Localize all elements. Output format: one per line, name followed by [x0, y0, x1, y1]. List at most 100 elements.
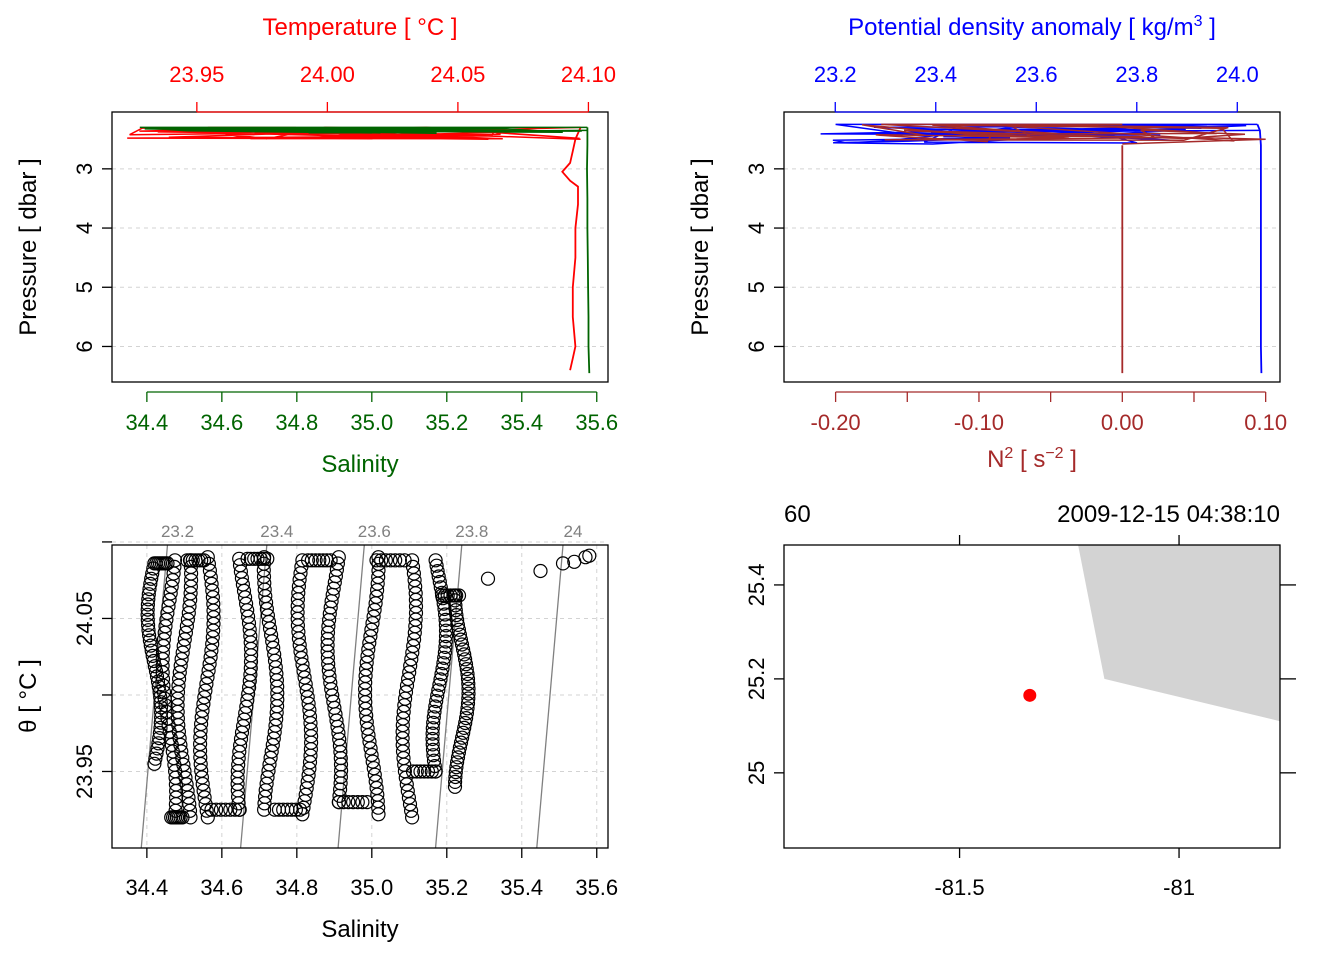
isopycnal-label: 24: [564, 522, 583, 541]
plot-frame: [111, 544, 609, 849]
data-point: [388, 553, 403, 568]
data-point: [429, 693, 444, 709]
y-axis-tick-label: 5: [72, 281, 97, 293]
data-point: [330, 556, 345, 571]
data-point: [480, 571, 496, 586]
land-polygon: [1078, 545, 1280, 722]
data-point: [427, 758, 442, 774]
panel1-bottom-axis-title: Salinity: [321, 451, 398, 478]
data-point: [143, 576, 158, 592]
panel-station-map: -81.5 -81 25 25.2 25.4: [744, 535, 1296, 900]
data-point: [257, 550, 272, 565]
panel2-bottom-axis-title: N2 [ s−2 ]: [987, 445, 1077, 473]
data-point: [209, 802, 224, 817]
data-point: [449, 760, 464, 775]
data-point: [426, 710, 441, 725]
top-axis-tick-label: 24.10: [561, 62, 616, 87]
data-point: [425, 721, 440, 736]
data-point: [304, 553, 319, 568]
bottom-axis-tick-label: 34.8: [275, 410, 318, 435]
data-point: [378, 553, 393, 568]
panel2-y-axis-title: Pressure [ dbar ]: [687, 158, 714, 335]
data-point: [450, 617, 465, 633]
data-point: [448, 764, 463, 780]
data-point: [232, 551, 247, 566]
data-point: [428, 764, 443, 779]
data-point: [457, 720, 472, 736]
data-point: [167, 553, 183, 568]
data-point: [460, 701, 475, 716]
y-axis-tick-label: 25: [744, 761, 769, 785]
data-point: [452, 627, 467, 642]
data-point: [443, 588, 458, 603]
panel1-y-axis-title: Pressure [ dbar ]: [15, 158, 42, 335]
data-point: [256, 556, 271, 571]
x-axis-tick-label: 34.4: [125, 875, 168, 900]
data-point: [448, 598, 463, 613]
data-point: [433, 672, 448, 687]
data-point: [147, 756, 162, 771]
data-point: [426, 748, 441, 763]
data-point: [450, 612, 465, 628]
x-axis-tick-label: 34.8: [275, 875, 318, 900]
data-point: [167, 559, 182, 575]
y-axis-tick-label: 4: [744, 222, 769, 234]
data-point: [448, 603, 463, 618]
data-point: [301, 553, 316, 568]
data-point: [438, 634, 453, 649]
data-point: [150, 741, 165, 756]
bottom-axis-tick-label: 35.4: [500, 410, 543, 435]
data-point: [152, 730, 167, 746]
x-axis-tick-label: 35.4: [500, 875, 543, 900]
x-axis-tick-label: -81: [1163, 875, 1195, 900]
panel3-x-axis-title: Salinity: [321, 916, 398, 943]
n2-surface-trace: [861, 123, 1266, 145]
data-point: [452, 740, 467, 755]
data-point: [425, 737, 440, 752]
top-axis-tick-label: 23.4: [914, 62, 957, 87]
panel1-top-axis-title: Temperature [ °C ]: [263, 14, 458, 41]
panel2-top-axis-title-end: ]: [1203, 14, 1216, 41]
data-point: [453, 735, 469, 750]
data-point: [448, 769, 463, 785]
panel2-bottom-axis-title-exp: 2: [1004, 445, 1013, 462]
data-point: [461, 686, 476, 701]
data-point: [197, 690, 212, 705]
data-point: [140, 607, 155, 622]
y-axis-tick-label: 5: [744, 281, 769, 293]
bottom-axis-tick-label: 0.00: [1101, 410, 1144, 435]
top-axis-tick-label: 23.8: [1115, 62, 1158, 87]
data-point: [312, 553, 327, 568]
panel2-bottom-axis-title-unit: [ s: [1013, 446, 1045, 473]
data-point: [213, 802, 228, 817]
data-point: [437, 650, 452, 665]
map-header-right: 2009-12-15 04:38:10: [1057, 501, 1280, 528]
top-axis-tick-label: 24.00: [300, 62, 355, 87]
data-point: [432, 574, 447, 590]
y-axis-tick-label: 25.2: [744, 657, 769, 700]
data-point: [451, 745, 466, 760]
data-point: [438, 639, 453, 655]
data-point: [448, 593, 463, 608]
data-point: [450, 755, 465, 770]
data-point: [459, 710, 474, 726]
data-point: [383, 553, 398, 568]
data-point: [430, 563, 445, 579]
data-point: [198, 683, 213, 698]
top-axis-tick-label: 23.2: [814, 62, 857, 87]
data-point: [405, 553, 420, 568]
data-point: [153, 720, 168, 736]
isopycnal-line: [536, 544, 564, 849]
y-axis-tick-label: 6: [72, 340, 97, 352]
x-axis-tick-label: 35.6: [575, 875, 618, 900]
panel-temperature-salinity-profile: 23.95 24.00 24.05 24.10 34.4 34.6 34.8 35.0 35.2…: [72, 62, 618, 435]
data-point: [459, 706, 474, 721]
data-point: [350, 794, 365, 810]
data-point: [461, 676, 476, 691]
isopycnal-label: 23.4: [260, 522, 293, 541]
data-point: [140, 597, 155, 612]
data-point: [458, 715, 473, 731]
data-point: [392, 553, 407, 568]
panel2-top-axis-title-exp: 3: [1194, 13, 1203, 30]
data-point: [555, 556, 571, 571]
